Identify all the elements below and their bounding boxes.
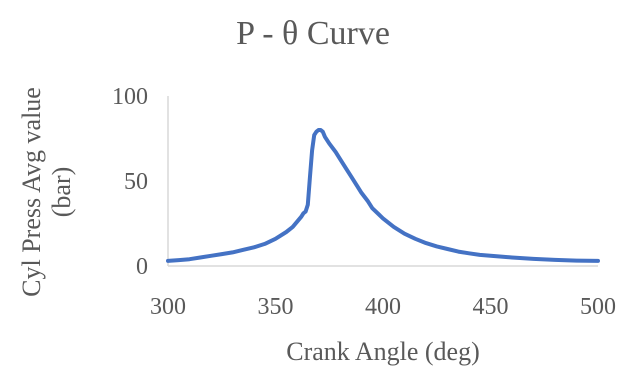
x-tick-label: 450 — [473, 294, 509, 320]
x-tick-label: 350 — [258, 294, 294, 320]
x-tick-label: 500 — [580, 294, 616, 320]
series-line-0 — [166, 128, 600, 263]
x-tick-labels: 300 350 400 450 500 — [150, 294, 616, 320]
x-tick-label: 300 — [150, 294, 186, 320]
x-axis-label: Crank Angle (deg) — [286, 337, 480, 366]
y-axis-label-line-2: (bar) — [47, 167, 76, 218]
chart-title: P - θ Curve — [236, 15, 390, 52]
y-tick-label: 100 — [112, 84, 148, 110]
y-tick-label: 50 — [124, 169, 148, 195]
y-tick-label: 0 — [136, 254, 148, 280]
y-tick-labels: 0 50 100 — [112, 84, 148, 280]
y-axis-label: Cyl Press Avg value (bar) — [17, 87, 76, 297]
x-tick-label: 400 — [365, 294, 401, 320]
series-layer — [166, 128, 600, 263]
y-axis-label-line-1: Cyl Press Avg value — [17, 87, 46, 297]
